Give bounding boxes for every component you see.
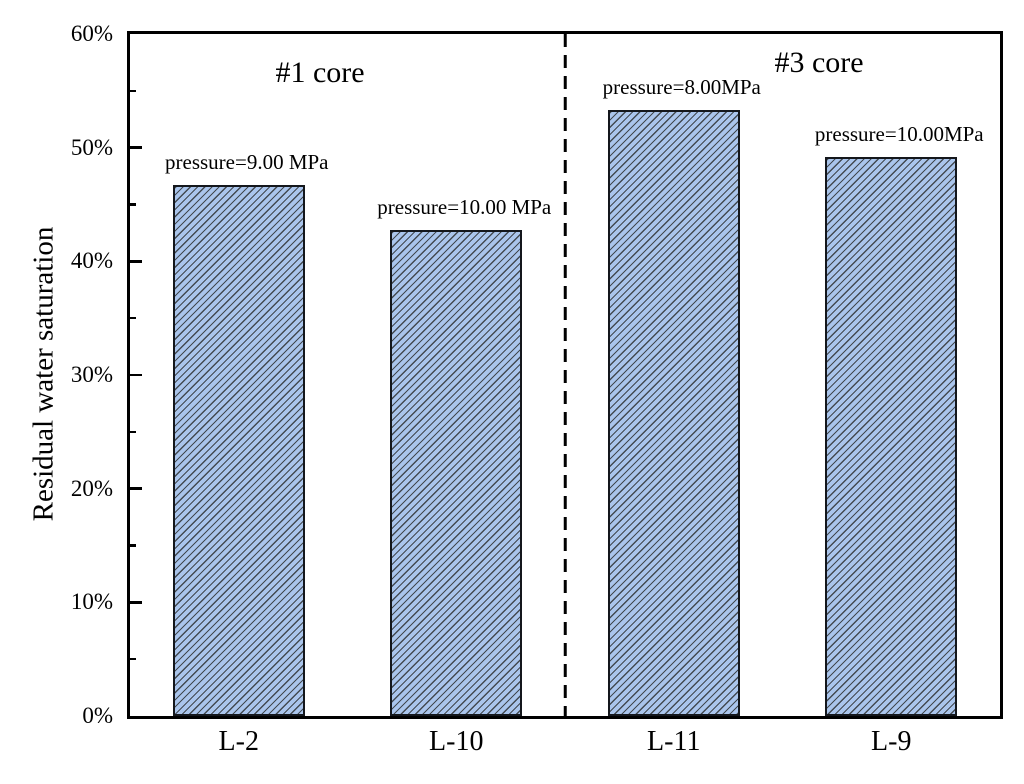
y-minor-tick [130,430,136,434]
y-tick-label: 20% [70,475,113,501]
y-major-tick [130,260,142,263]
y-major-tick [130,146,142,149]
y-tick-label: 0% [82,703,113,728]
bar-annotation-L-10: pressure=10.00 MPa [377,194,552,219]
bar-annotation-L-2: pressure=9.00 MPa [165,150,329,175]
y-tick-label: 30% [70,362,113,387]
y-minor-tick [130,89,136,93]
bar-L-9 [825,156,958,716]
bar-L-10 [390,229,523,716]
bar-annotation-L-11: pressure=8.00MPa [602,75,761,100]
x-tick-label-L-9: L-9 [871,726,912,757]
x-tick-label-L-2: L-2 [218,726,259,757]
group-divider-dashed-line [563,34,567,716]
bar-L-11 [607,110,740,716]
group-label-core-3: #3 core [774,46,864,79]
group-label-core-1: #1 core [275,56,365,89]
bar-annotation-L-9: pressure=10.00MPa [814,121,984,146]
y-minor-tick [130,203,136,206]
plot-area: #1 core #3 core pressure=9.00 MPa pressur… [127,31,1003,719]
y-minor-tick [130,544,136,547]
y-tick-label: 60% [70,21,113,46]
y-major-tick [130,373,142,377]
y-tick-label: 50% [70,134,113,160]
y-minor-tick [130,316,136,320]
y-major-tick [130,487,142,490]
y-tick-label: 40% [70,248,113,274]
x-tick-label-L-10: L-10 [429,726,484,757]
y-minor-tick [130,657,136,661]
y-major-tick [130,601,142,604]
y-tick-label: 10% [70,589,113,615]
x-tick-label-L-11: L-11 [647,726,701,757]
bar-L-2 [172,185,305,716]
